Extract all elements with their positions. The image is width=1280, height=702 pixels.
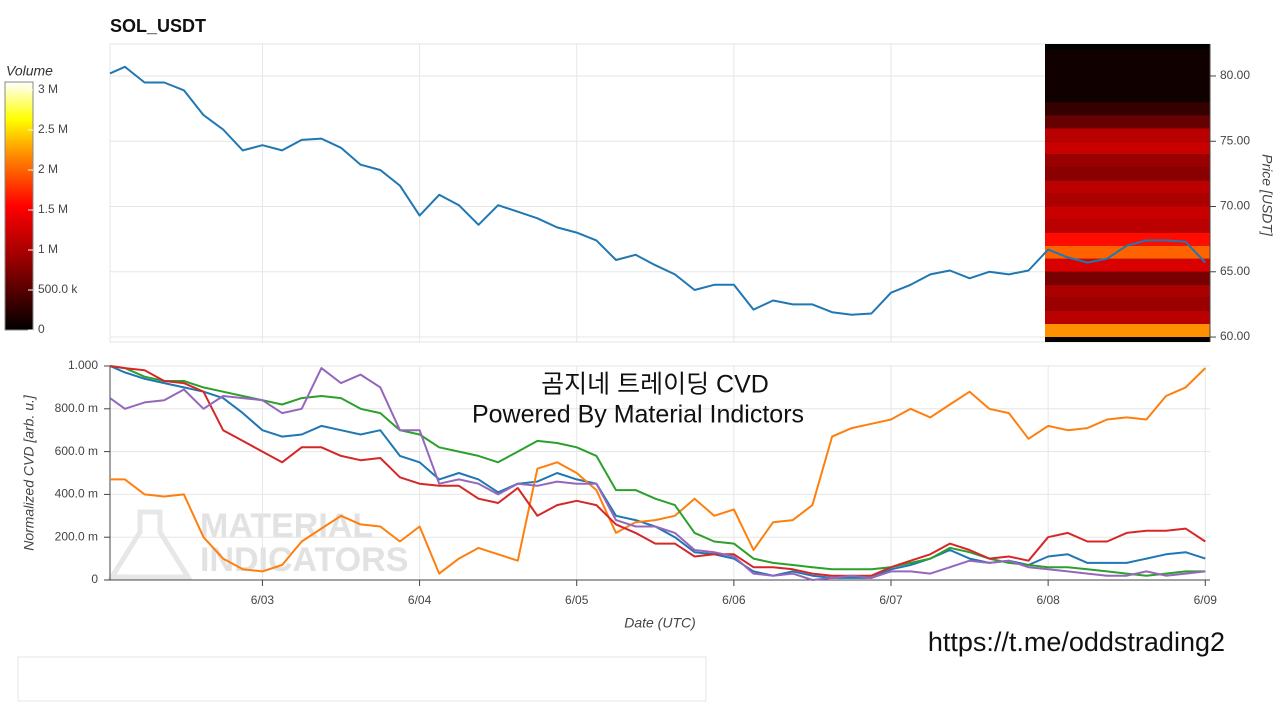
y-tick-label: 800.0 m bbox=[55, 401, 98, 415]
annotation: Powered By Material Indictors bbox=[472, 401, 804, 429]
plots: 60.00 65.00 70.00 75.00 80.00 0 500.0 k 1 M 1.5 … bbox=[28, 44, 1250, 686]
series-line bbox=[109, 65, 1207, 316]
heatmap-cell bbox=[1045, 75, 1210, 90]
y2-tick-label: 60.00 bbox=[1220, 329, 1250, 343]
link[interactable]: https://t.me/oddstrading2 bbox=[928, 627, 1225, 657]
y2-tick-label: 80.00 bbox=[1220, 68, 1250, 82]
colorbar-tick-label: 0 bbox=[38, 322, 45, 336]
y-tick-label: 400.0 m bbox=[55, 487, 98, 501]
heatmap-cell bbox=[1045, 180, 1210, 194]
heatmap-cell bbox=[1045, 62, 1210, 76]
y2-tick-label: 65.00 bbox=[1220, 264, 1250, 278]
y-tick-label: 200.0 m bbox=[55, 529, 98, 543]
heatmap-cell bbox=[1045, 258, 1210, 272]
colorbar-title: Volume bbox=[6, 63, 53, 79]
y-tick-label: 600.0 m bbox=[55, 444, 98, 458]
heatmap-cell bbox=[1045, 49, 1210, 63]
series-line bbox=[109, 365, 1206, 577]
colorbar-tick-label: 500.0 k bbox=[38, 282, 78, 296]
y2-axis-label: Price [USDT] bbox=[1259, 154, 1275, 237]
colorbar-tick-label: 2.5 M bbox=[38, 122, 68, 136]
heatmap-cell bbox=[1045, 128, 1210, 142]
y-tick-label: 1.000 bbox=[68, 358, 98, 372]
series-line bbox=[109, 367, 1206, 581]
heatmap-cell bbox=[1045, 219, 1210, 233]
heatmap-cell bbox=[1045, 193, 1210, 207]
x-tick-label: 6/09 bbox=[1194, 593, 1218, 607]
x-axis-label: Date (UTC) bbox=[624, 615, 696, 631]
watermark: MATERIAL bbox=[200, 507, 373, 545]
heatmap-cell bbox=[1045, 232, 1210, 246]
heatmap-cell bbox=[1045, 271, 1210, 285]
legend bbox=[17, 656, 707, 702]
x-tick-label: 6/05 bbox=[565, 593, 589, 607]
colorbar-tick-label: 1.5 M bbox=[38, 202, 68, 216]
heatmap-cell bbox=[1045, 206, 1210, 220]
y2-tick-label: 70.00 bbox=[1220, 199, 1250, 213]
heatmap-cell bbox=[1045, 89, 1210, 103]
heatmap-cell bbox=[1045, 310, 1210, 324]
x-tick-label: 6/06 bbox=[722, 593, 746, 607]
x-tick-label: 6/08 bbox=[1036, 593, 1060, 607]
heatmap-cell bbox=[1045, 102, 1210, 116]
x-tick-label: 6/04 bbox=[408, 593, 432, 607]
y2-tick-label: 75.00 bbox=[1220, 133, 1250, 147]
x-tick-label: 6/03 bbox=[251, 593, 275, 607]
heatmap-cell bbox=[1045, 245, 1210, 259]
heatmap-cell bbox=[1045, 167, 1210, 181]
colorbar bbox=[4, 81, 34, 331]
y-tick-label: 0 bbox=[91, 572, 98, 586]
heatmap-cell bbox=[1045, 154, 1210, 168]
watermark-icon bbox=[107, 509, 193, 580]
heatmap-cell bbox=[1045, 323, 1210, 338]
chart-title: SOL_USDT bbox=[110, 16, 206, 36]
colorbar-tick-label: 2 M bbox=[38, 162, 58, 176]
y-axis-label: Normalized CVD [arb. u.] bbox=[21, 394, 37, 551]
heatmap-cell bbox=[1045, 115, 1210, 129]
colorbar-tick-label: 3 M bbox=[38, 82, 58, 96]
series-line bbox=[110, 367, 1206, 575]
colorbar-tick-label: 1 M bbox=[38, 242, 58, 256]
annotation: 곰지네 트레이딩 CVD bbox=[541, 371, 769, 399]
watermark: INDICATORS bbox=[200, 541, 408, 579]
x-tick-label: 6/07 bbox=[879, 593, 903, 607]
heatmap-cell bbox=[1045, 297, 1210, 311]
heatmap-cell bbox=[1045, 141, 1210, 155]
heatmap-cell bbox=[1045, 284, 1210, 298]
